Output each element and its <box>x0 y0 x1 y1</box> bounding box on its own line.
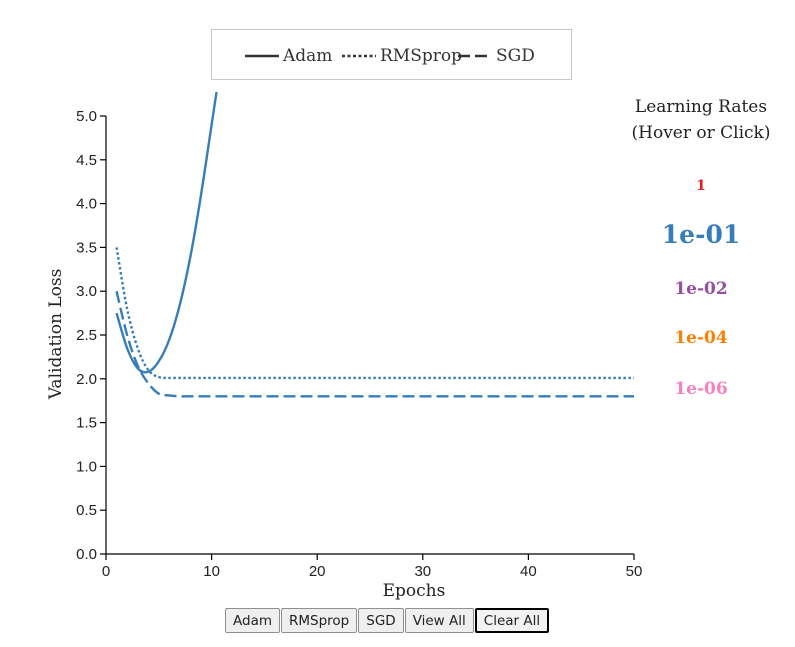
y-tick-label: 3.0 <box>76 283 97 300</box>
y-axis: 0.0 0.5 1.0 1.5 2.0 2.5 3.0 3.5 4.0 4.5 5.0 <box>76 108 107 563</box>
x-tick-label: 40 <box>520 563 537 580</box>
y-tick-label: 0.0 <box>76 546 97 563</box>
x-tick-label: 50 <box>626 563 643 580</box>
x-tick-label: 0 <box>102 563 110 580</box>
learning-rate-panel: Learning Rates (Hover or Click) 1 1e-01 1e… <box>625 94 777 399</box>
legend-label-rmsprop: RMSprop <box>380 46 462 66</box>
adam-button[interactable]: Adam <box>225 608 280 633</box>
lr-option-1e-06[interactable]: 1e-06 <box>674 379 728 399</box>
sgd-button[interactable]: SGD <box>358 608 404 633</box>
x-tick-label: 10 <box>203 563 220 580</box>
y-tick-label: 1.5 <box>76 415 97 432</box>
series-line-sgd[interactable] <box>115 290 634 398</box>
x-tick-label: 20 <box>309 563 326 580</box>
series-line-adam[interactable] <box>115 90 218 374</box>
x-axis: 0 10 20 30 40 50 <box>102 553 643 580</box>
lr-option-1e-04[interactable]: 1e-04 <box>674 328 728 348</box>
y-tick-label: 4.5 <box>76 152 97 169</box>
lr-option-1e-02[interactable]: 1e-02 <box>674 279 728 299</box>
y-tick-label: 2.0 <box>76 371 97 388</box>
y-tick-label: 0.5 <box>76 502 97 519</box>
legend-label-adam: Adam <box>282 46 332 66</box>
series-layer <box>115 90 634 398</box>
lr-option-1[interactable]: 1 <box>696 178 706 194</box>
clear-all-button[interactable]: Clear All <box>474 608 550 633</box>
lr-option-1e-01[interactable]: 1e-01 <box>661 220 741 249</box>
y-axis-title: Validation Loss <box>46 269 66 401</box>
x-axis-title: Epochs <box>383 581 446 601</box>
y-tick-label: 3.5 <box>76 239 97 256</box>
optimizer-button-bar: Adam RMSprop SGD View All Clear All <box>225 608 550 633</box>
x-tick-label: 30 <box>414 563 431 580</box>
lr-panel-title: Learning Rates <box>634 97 768 117</box>
view-all-button[interactable]: View All <box>404 608 474 633</box>
legend-items: Adam RMSprop SGD <box>245 46 535 66</box>
series-legend: Adam RMSprop SGD <box>211 29 572 80</box>
y-tick-label: 1.0 <box>76 458 97 475</box>
y-tick-label: 5.0 <box>76 108 97 125</box>
rmsprop-button[interactable]: RMSprop <box>281 608 358 633</box>
y-tick-label: 4.0 <box>76 196 97 213</box>
lr-panel-subtitle: (Hover or Click) <box>631 123 771 143</box>
legend-label-sgd: SGD <box>496 46 535 66</box>
series-line-rmsprop[interactable] <box>115 247 634 380</box>
y-tick-label: 2.5 <box>76 327 97 344</box>
